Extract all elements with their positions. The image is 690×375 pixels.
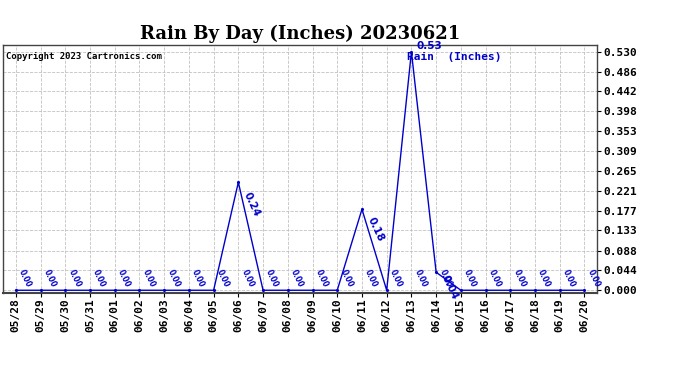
Text: 0.00: 0.00	[289, 268, 305, 289]
Text: 0.00: 0.00	[91, 268, 107, 289]
Text: 0.00: 0.00	[190, 268, 206, 289]
Text: 0.00: 0.00	[314, 268, 330, 289]
Text: 0.04: 0.04	[440, 274, 460, 302]
Text: 0.00: 0.00	[487, 268, 503, 289]
Text: 0.18: 0.18	[366, 216, 386, 243]
Text: 0.00: 0.00	[339, 268, 355, 289]
Text: 0.00: 0.00	[66, 268, 83, 289]
Text: 0.00: 0.00	[586, 268, 602, 289]
Text: 0.00: 0.00	[363, 268, 380, 289]
Text: 0.00: 0.00	[166, 268, 181, 289]
Text: 0.00: 0.00	[42, 268, 58, 289]
Text: 0.00: 0.00	[215, 268, 231, 289]
Text: 0.00: 0.00	[388, 268, 404, 289]
Text: Rain  (Inches): Rain (Inches)	[407, 53, 502, 63]
Text: 0.24: 0.24	[242, 191, 262, 219]
Text: 0.00: 0.00	[511, 268, 528, 289]
Text: 0.00: 0.00	[561, 268, 577, 289]
Text: Copyright 2023 Cartronics.com: Copyright 2023 Cartronics.com	[6, 53, 162, 62]
Text: 0.00: 0.00	[413, 268, 428, 289]
Text: 0.00: 0.00	[141, 268, 157, 289]
Text: 0.00: 0.00	[116, 268, 132, 289]
Text: 0.00: 0.00	[239, 268, 255, 289]
Text: 0.00: 0.00	[536, 268, 552, 289]
Text: 0.00: 0.00	[264, 268, 280, 289]
Title: Rain By Day (Inches) 20230621: Rain By Day (Inches) 20230621	[140, 25, 460, 44]
Text: 0.53: 0.53	[416, 41, 442, 51]
Text: 0.00: 0.00	[462, 268, 478, 289]
Text: 0.00: 0.00	[437, 268, 453, 289]
Text: 0.00: 0.00	[17, 268, 33, 289]
